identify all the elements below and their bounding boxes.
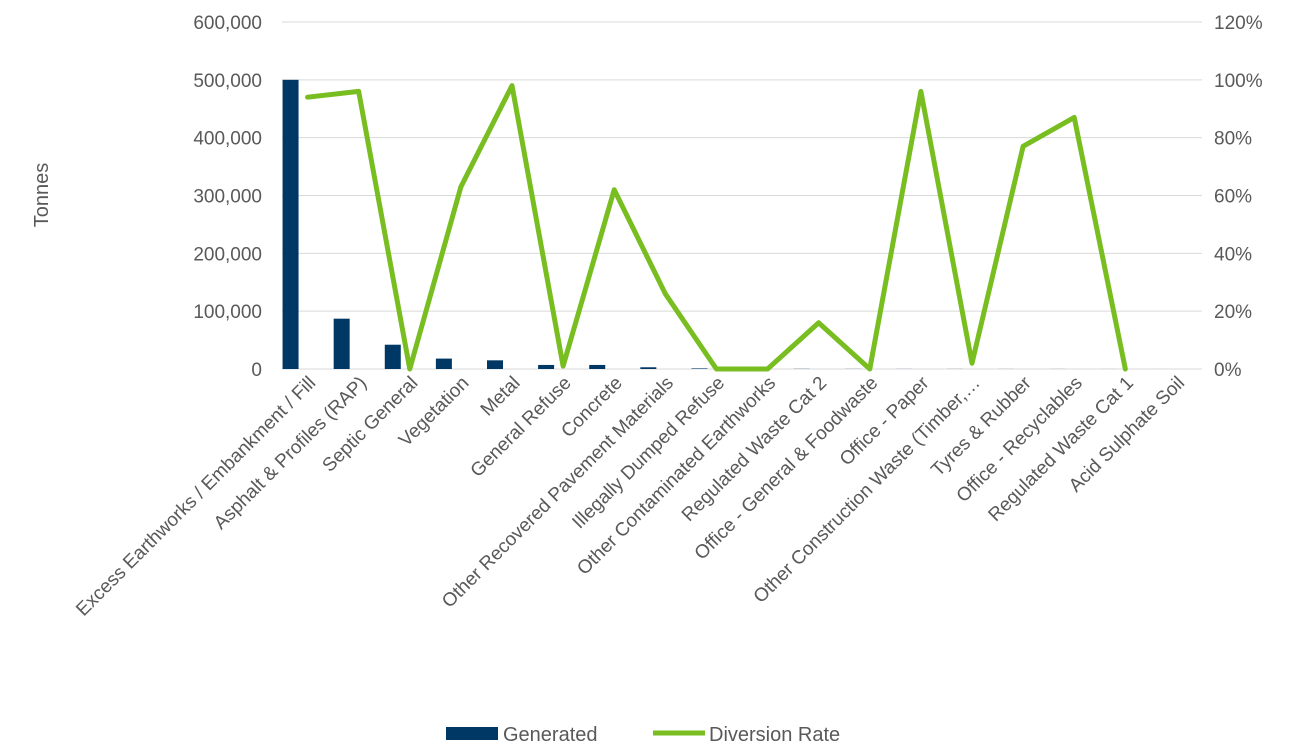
y-axis-label: Tonnes (31, 163, 53, 228)
bar-generated (487, 360, 503, 369)
left-tick-label: 600,000 (193, 13, 262, 34)
category-label: Office - Paper (836, 372, 934, 470)
left-tick-label: 0 (251, 360, 262, 381)
legend-swatch-generated (446, 727, 498, 740)
right-tick-label: 100% (1214, 71, 1263, 92)
bar-generated (640, 367, 656, 369)
bar-generated (283, 80, 299, 369)
legend-label-diversion-rate: Diversion Rate (709, 724, 840, 746)
bar-generated (538, 365, 554, 369)
series-line-diversion-rate (308, 86, 1126, 369)
gridlines (282, 22, 1202, 369)
category-label: Metal (477, 373, 525, 421)
right-axis-ticks: 0% 20% 40% 60% 80% 100% 120% (1214, 13, 1263, 381)
bar-generated (691, 368, 707, 369)
legend-label-generated: Generated (503, 724, 598, 746)
category-label: Excess Earthworks / Embankment / Fill (72, 373, 320, 621)
bar-generated (589, 365, 605, 369)
diversion-rate-line (308, 86, 1126, 369)
right-tick-label: 0% (1214, 360, 1242, 381)
category-label: Other Recovered Pavement Materials (438, 373, 678, 613)
bar-generated (436, 359, 452, 369)
right-tick-label: 40% (1214, 244, 1252, 265)
right-tick-label: 60% (1214, 187, 1252, 208)
left-tick-label: 400,000 (193, 129, 262, 150)
right-tick-label: 80% (1214, 129, 1252, 150)
left-tick-label: 200,000 (193, 244, 262, 265)
bar-generated (334, 319, 350, 369)
left-tick-label: 100,000 (193, 302, 262, 323)
category-labels: Excess Earthworks / Embankment / FillAsp… (72, 372, 1189, 620)
left-tick-label: 300,000 (193, 187, 262, 208)
left-axis-ticks: 0 100,000 200,000 300,000 400,000 500,000 600,… (193, 13, 262, 381)
right-tick-label: 120% (1214, 13, 1263, 34)
legend: Generated Diversion Rate (446, 724, 840, 746)
left-tick-label: 500,000 (193, 71, 262, 92)
right-tick-label: 20% (1214, 302, 1252, 323)
generated-bars (283, 80, 1168, 369)
bar-generated (385, 345, 401, 369)
